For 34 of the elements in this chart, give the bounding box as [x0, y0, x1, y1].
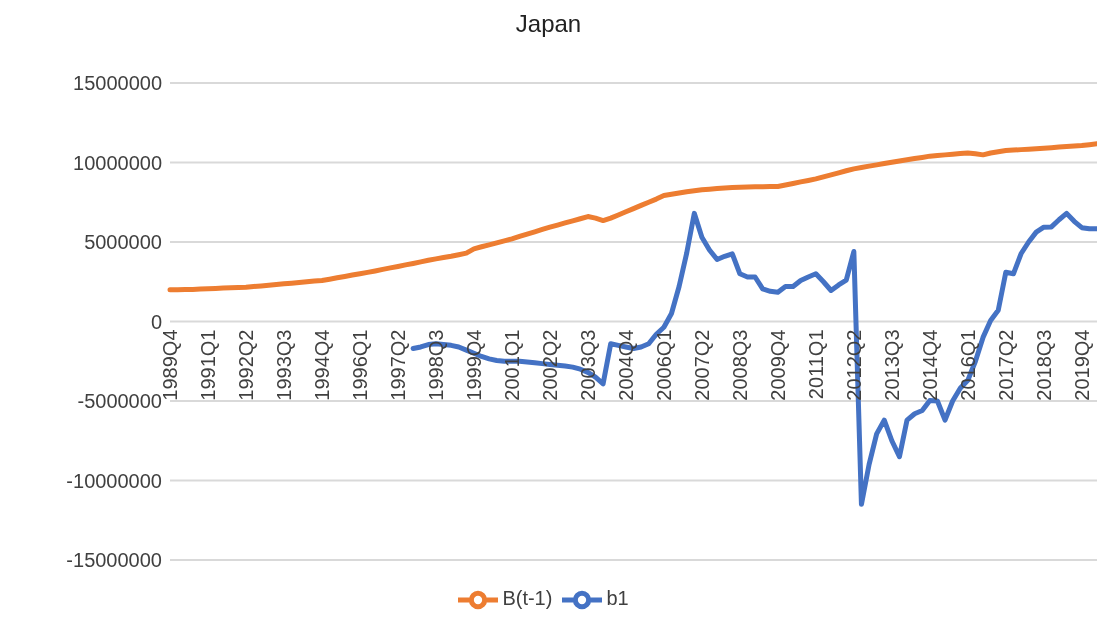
y-tick-label: 0 [150, 310, 162, 333]
x-tick-label: 2011Q1 [804, 329, 827, 400]
x-tick-label: 2017Q2 [994, 329, 1017, 401]
y-tick-label: 15000000 [73, 72, 162, 95]
y-tick-label: 10000000 [73, 151, 162, 174]
x-tick-label: 2002Q2 [538, 329, 561, 401]
x-tick-label: 1993Q3 [272, 329, 295, 401]
x-tick-label: 1999Q4 [462, 329, 485, 401]
x-tick-label: 1997Q2 [386, 329, 409, 401]
x-tick-label: 2018Q3 [1032, 329, 1055, 401]
x-tick-label: 2003Q3 [576, 329, 599, 401]
x-tick-label: 2019Q4 [1070, 329, 1093, 401]
chart-title: Japan [514, 10, 583, 38]
x-tick-label: 1994Q4 [310, 329, 333, 401]
x-tick-label: 1991Q1 [196, 329, 219, 401]
x-tick-label: 2012Q2 [842, 329, 865, 401]
x-tick-label: 2001Q1 [500, 329, 523, 401]
y-tick-label: 5000000 [84, 231, 162, 254]
x-tick-label: 2008Q3 [728, 329, 751, 401]
y-tick-label: -5000000 [77, 390, 162, 413]
x-tick-label: 2016Q1 [956, 329, 979, 401]
x-tick-label: 1992Q2 [234, 329, 257, 401]
x-tick-label: 2006Q1 [652, 329, 675, 401]
x-tick-label: 2014Q4 [918, 329, 941, 401]
legend-label: b1 [606, 587, 629, 610]
y-tick-label: -15000000 [66, 549, 162, 572]
x-tick-label: 2013Q3 [880, 329, 903, 401]
x-tick-label: 1996Q1 [348, 329, 371, 401]
x-tick-label: 1998Q3 [424, 329, 447, 401]
x-tick-label: 2007Q2 [690, 329, 713, 401]
y-tick-label: -10000000 [66, 469, 162, 492]
x-tick-label: 2004Q4 [614, 329, 637, 401]
legend-label: B(t-1) [502, 587, 553, 610]
x-tick-label: 2009Q4 [766, 329, 789, 401]
